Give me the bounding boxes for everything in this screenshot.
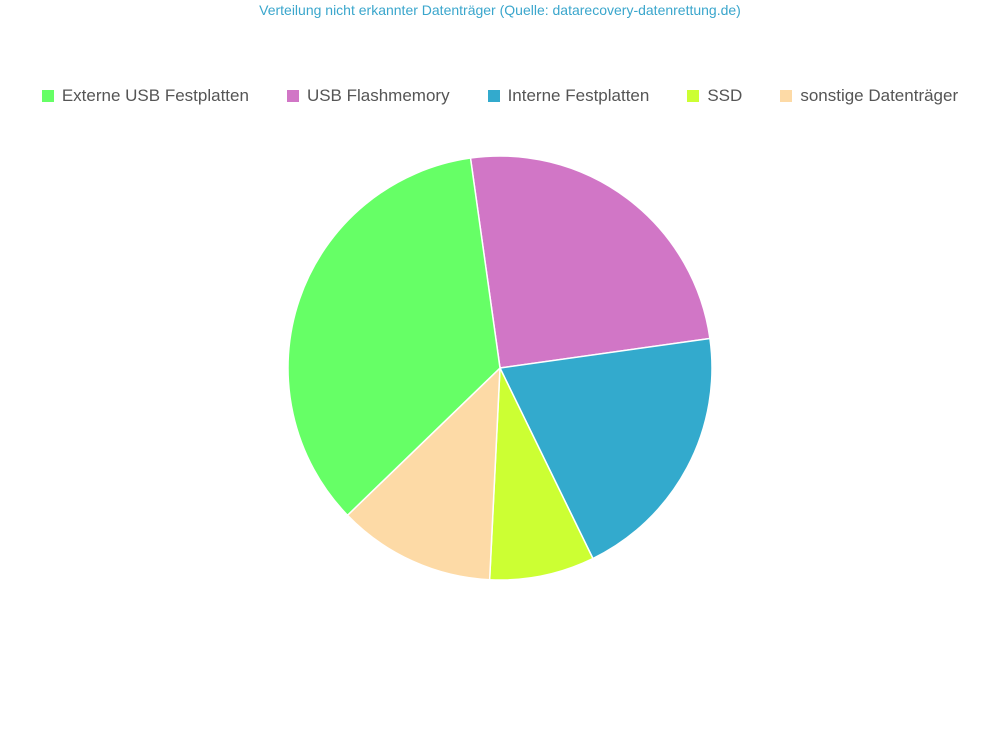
- legend-item-externe-usb-festplatten[interactable]: Externe USB Festplatten: [41, 86, 249, 106]
- pie-slice-usb-flashmemory[interactable]: [469, 155, 711, 369]
- legend-label: Interne Festplatten: [507, 86, 650, 105]
- pie-slice-interne-festplatten[interactable]: [498, 337, 713, 560]
- legend-item-sonstige-datentraeger[interactable]: sonstige Datenträger: [780, 86, 958, 106]
- legend-swatch: [487, 90, 500, 102]
- legend-swatch: [780, 90, 793, 102]
- legend-label: sonstige Datenträger: [800, 86, 959, 105]
- legend-swatch: [286, 90, 299, 102]
- legend-label: Externe USB Festplatten: [61, 86, 249, 105]
- legend-swatch: [41, 90, 54, 102]
- legend: Externe USB Festplatten USB Flashmemory …: [0, 86, 1000, 106]
- legend-item-usb-flashmemory[interactable]: USB Flashmemory: [286, 86, 450, 106]
- legend-swatch: [687, 90, 700, 102]
- legend-label: USB Flashmemory: [306, 86, 450, 105]
- pie-slice-ssd[interactable]: [488, 367, 594, 581]
- pie-slice-externe-usb-festplatten[interactable]: [287, 157, 501, 517]
- legend-label: SSD: [707, 86, 743, 105]
- chart-title: Verteilung nicht erkannter Datenträger (…: [259, 2, 741, 18]
- legend-item-ssd[interactable]: SSD: [687, 86, 742, 106]
- legend-item-interne-festplatten[interactable]: Interne Festplatten: [487, 86, 650, 106]
- pie-slice-sonstige-datentr-ger[interactable]: [346, 366, 501, 581]
